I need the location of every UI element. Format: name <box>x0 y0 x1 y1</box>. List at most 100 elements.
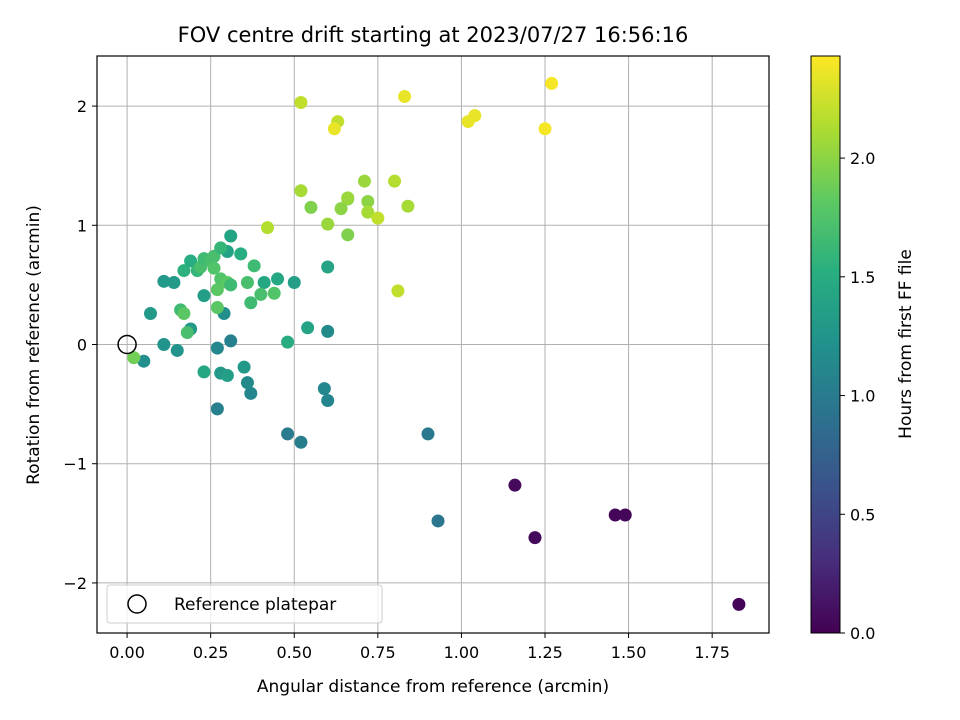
y-axis: −2 −1 0 1 2 <box>63 97 97 593</box>
data-point <box>431 514 445 528</box>
data-point <box>257 276 271 290</box>
y-tick-label: 1 <box>77 216 87 235</box>
data-point <box>247 259 261 273</box>
data-point <box>240 276 254 290</box>
colorbar-ticks: 0.0 0.5 1.0 1.5 2.0 <box>840 149 875 643</box>
y-tick-label: 2 <box>77 97 87 116</box>
colorbar-tick-label: 1.0 <box>850 387 875 406</box>
data-point <box>214 241 228 255</box>
x-tick-label: 0.75 <box>360 643 396 662</box>
data-point <box>210 341 224 355</box>
data-point <box>244 386 258 400</box>
data-point <box>301 321 315 335</box>
data-point <box>321 260 335 274</box>
data-point <box>341 228 355 242</box>
data-point <box>357 174 371 188</box>
data-point <box>361 205 375 219</box>
x-tick-label: 1.25 <box>527 643 563 662</box>
data-point <box>468 109 482 123</box>
grid <box>97 56 769 633</box>
data-point <box>608 508 622 522</box>
data-point <box>528 531 542 545</box>
data-point <box>184 254 198 268</box>
data-point <box>538 122 552 136</box>
data-point <box>197 289 211 303</box>
data-point <box>127 351 141 365</box>
data-point <box>732 597 746 611</box>
y-axis-title: Rotation from reference (arcmin) <box>24 205 44 485</box>
x-tick-label: 0.25 <box>193 643 229 662</box>
data-point <box>321 217 335 231</box>
data-point <box>220 368 234 382</box>
data-point <box>508 478 522 492</box>
data-points <box>127 76 746 611</box>
data-point <box>177 264 191 278</box>
data-point <box>398 90 412 104</box>
legend-label: Reference platepar <box>174 595 336 615</box>
colorbar-tick-label: 0.5 <box>850 505 875 524</box>
data-point <box>388 174 402 188</box>
data-point <box>240 376 254 390</box>
y-tick-label: −2 <box>63 574 87 593</box>
data-point <box>334 202 348 216</box>
data-point <box>197 365 211 379</box>
x-axis: 0.00 0.25 0.50 0.75 1.00 1.25 1.50 1.75 <box>109 633 730 662</box>
x-tick-label: 1.75 <box>694 643 730 662</box>
data-point <box>327 122 341 136</box>
colorbar: 0.0 0.5 1.0 1.5 2.0 Hours from first FF file <box>810 55 916 643</box>
data-point <box>545 76 559 90</box>
data-point <box>267 286 281 300</box>
x-tick-label: 1.50 <box>611 643 647 662</box>
data-point <box>254 287 268 301</box>
x-tick-label: 0.00 <box>109 643 145 662</box>
reference-platepar-marker <box>117 334 137 355</box>
data-point <box>321 394 335 408</box>
y-tick-label: 0 <box>77 336 87 355</box>
data-point <box>157 274 171 288</box>
data-point <box>224 229 238 243</box>
data-point <box>207 261 221 275</box>
colorbar-title: Hours from first FF file <box>896 249 916 439</box>
data-point <box>371 211 385 225</box>
data-point <box>157 338 171 351</box>
data-point <box>421 427 435 441</box>
y-tick-label: −1 <box>63 455 87 474</box>
data-point <box>261 221 275 235</box>
data-point <box>177 307 191 321</box>
x-tick-label: 0.50 <box>276 643 312 662</box>
data-point <box>237 360 251 374</box>
data-point <box>210 283 224 297</box>
data-point <box>281 427 295 441</box>
data-point <box>317 382 331 396</box>
data-point <box>210 402 224 416</box>
data-point <box>287 276 301 290</box>
data-point <box>294 95 308 109</box>
data-point <box>341 191 355 205</box>
legend-box <box>106 584 383 624</box>
data-point <box>281 335 295 349</box>
data-point <box>391 284 405 298</box>
chart-title: FOV centre drift starting at 2023/07/27 … <box>178 23 689 47</box>
data-point <box>224 334 238 348</box>
data-point <box>304 200 318 214</box>
data-point <box>361 194 375 208</box>
x-axis-title: Angular distance from reference (arcmin) <box>257 677 609 697</box>
x-tick-label: 1.00 <box>444 643 480 662</box>
data-point <box>170 343 184 357</box>
data-point <box>321 324 335 338</box>
colorbar-gradient <box>810 55 841 634</box>
colorbar-tick-label: 0.0 <box>850 624 875 643</box>
data-point <box>244 296 258 310</box>
data-point <box>401 199 415 213</box>
data-point <box>294 184 308 198</box>
data-point <box>294 435 308 449</box>
legend: Reference platepar <box>106 584 383 624</box>
data-point <box>618 508 632 522</box>
data-point <box>180 326 194 340</box>
data-point <box>210 301 224 315</box>
colorbar-tick-label: 1.5 <box>850 268 875 287</box>
data-point <box>234 247 248 261</box>
legend-marker-icon <box>127 594 147 614</box>
data-point <box>271 272 285 286</box>
